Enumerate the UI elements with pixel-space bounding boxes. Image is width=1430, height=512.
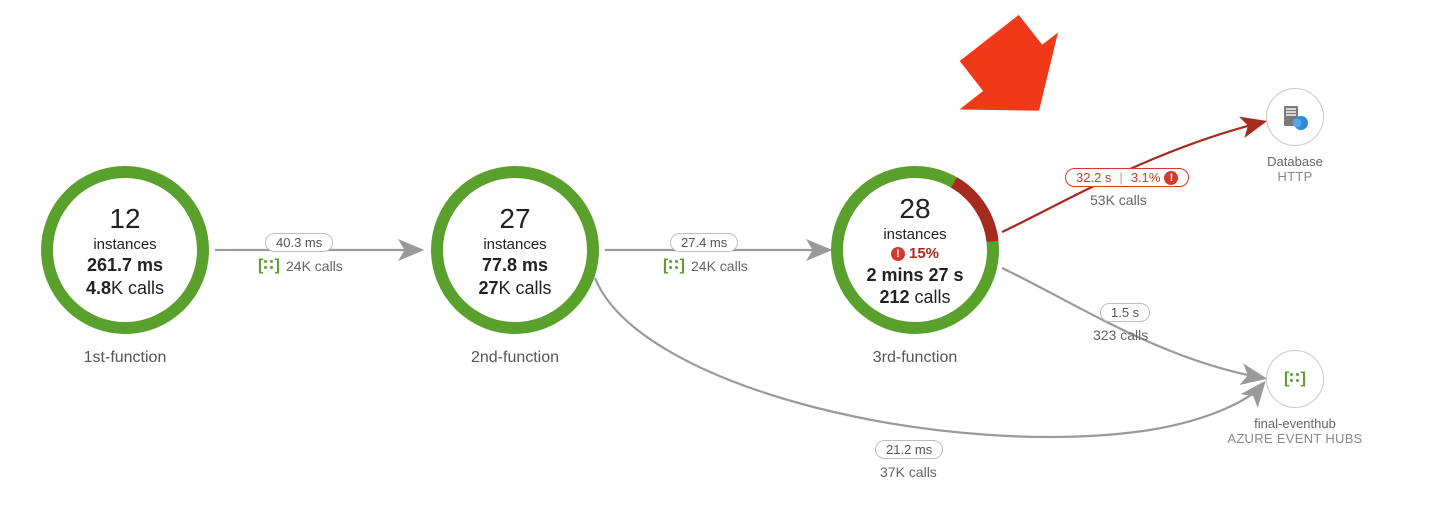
instance-count: 28 — [899, 191, 930, 226]
edge-3-eh[interactable] — [1002, 268, 1263, 378]
edge-1-2-calls: [] 24K calls — [258, 258, 343, 274]
instances-label: instances — [93, 236, 156, 255]
node-1st-function[interactable]: 12 instances 261.7 ms 4.8K calls 1st-fun… — [40, 165, 210, 367]
edge-3-db-calls: 53K calls — [1090, 192, 1147, 208]
edge-3-db-badge[interactable]: 32.2 s | 3.1% ! — [1065, 168, 1189, 187]
node-3rd-function[interactable]: 28 instances ! 15% 2 mins 27 s 212 calls… — [830, 165, 1000, 367]
error-icon: ! — [1164, 171, 1178, 185]
database-icon — [1280, 102, 1310, 132]
instances-label: instances — [483, 236, 546, 255]
node-calls: 212 calls — [879, 286, 950, 309]
node-metrics: 12 instances 261.7 ms 4.8K calls — [40, 165, 210, 335]
eventhub-icon: [] — [663, 258, 685, 274]
edges-layer — [0, 0, 1430, 512]
node-calls: 4.8K calls — [86, 277, 164, 300]
node-latency: 2 mins 27 s — [866, 264, 963, 287]
node-metrics: 27 instances 77.8 ms 27K calls — [430, 165, 600, 335]
dep-database[interactable]: Database HTTP — [1225, 88, 1365, 184]
application-map: 12 instances 261.7 ms 4.8K calls 1st-fun… — [0, 0, 1430, 512]
edge-latency: 32.2 s — [1076, 170, 1111, 185]
dep-circle: [ ] — [1266, 350, 1324, 408]
edge-2-eh-latency[interactable]: 21.2 ms — [875, 440, 943, 459]
eventhub-icon: [] — [258, 258, 280, 274]
dep-eventhub[interactable]: [ ] final-eventhub AZURE EVENT HUBS — [1225, 350, 1365, 446]
edge-3-eh-calls: 323 calls — [1093, 327, 1148, 343]
instance-count: 12 — [109, 201, 140, 236]
dep-title: Database — [1225, 154, 1365, 169]
dep-subtitle: HTTP — [1225, 169, 1365, 184]
node-2nd-function[interactable]: 27 instances 77.8 ms 27K calls 2nd-funct… — [430, 165, 600, 367]
instances-label: instances — [883, 226, 946, 245]
edge-1-2-latency[interactable]: 40.3 ms — [265, 233, 333, 252]
node-metrics: 28 instances ! 15% 2 mins 27 s 212 calls — [830, 165, 1000, 335]
error-percent-line: ! 15% — [891, 245, 939, 264]
edge-error-pct: 3.1% — [1131, 170, 1161, 185]
edge-2-3-latency[interactable]: 27.4 ms — [670, 233, 738, 252]
instance-count: 27 — [499, 201, 530, 236]
node-calls: 27K calls — [478, 277, 551, 300]
edge-3-eh-latency[interactable]: 1.5 s — [1100, 303, 1150, 322]
error-icon: ! — [891, 247, 905, 261]
dep-circle — [1266, 88, 1324, 146]
edge-2-eh-calls: 37K calls — [880, 464, 937, 480]
eventhub-icon: [ ] — [1284, 371, 1306, 387]
node-latency: 261.7 ms — [87, 254, 163, 277]
dep-title: final-eventhub — [1225, 416, 1365, 431]
edge-2-3-calls: [] 24K calls — [663, 258, 748, 274]
dep-subtitle: AZURE EVENT HUBS — [1225, 431, 1365, 446]
node-label: 3rd-function — [830, 349, 1000, 367]
node-label: 1st-function — [40, 349, 210, 367]
annotation-arrow — [936, 3, 1089, 149]
node-latency: 77.8 ms — [482, 254, 548, 277]
node-label: 2nd-function — [430, 349, 600, 367]
